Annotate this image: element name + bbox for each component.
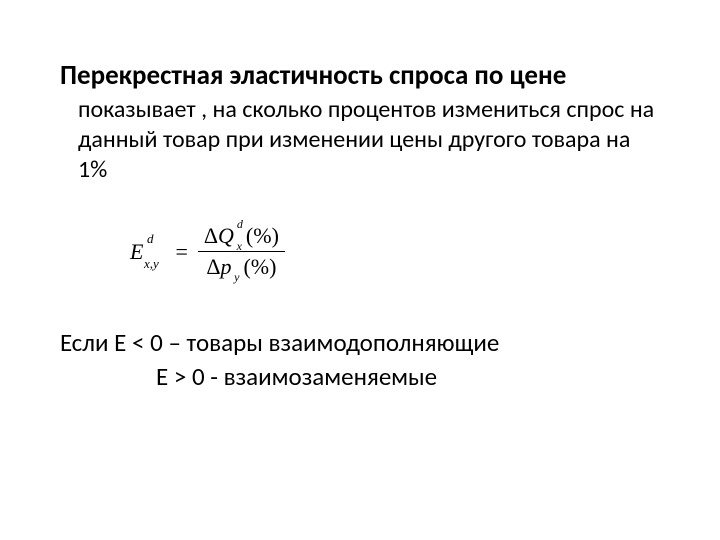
formula-denominator: Δpy (%) <box>200 252 282 282</box>
conclusion-line-1: Если E < 0 – товары взаимодополняющие <box>60 326 660 360</box>
formula-lhs: E d x,y <box>130 239 143 265</box>
formula-equals: = <box>175 239 187 265</box>
formula: E d x,y = ΔQdx(%) Δpy(%) <box>60 221 660 282</box>
slide-subtitle: показывает , на сколько процентов измени… <box>60 95 660 185</box>
formula-den-var: py <box>220 254 231 280</box>
conclusion-line-2: E > 0 - взаимозаменяемые <box>60 360 660 394</box>
formula-numerator: ΔQdx (%) <box>198 221 285 251</box>
conclusion: Если E < 0 – товары взаимодополняющие E … <box>60 326 660 394</box>
slide: Перекрестная эластичность спроса по цене… <box>0 0 720 540</box>
formula-lhs-sub: x,y <box>144 256 159 272</box>
var-p: p <box>220 254 231 279</box>
num-sub: x <box>237 239 242 254</box>
delta-symbol: Δ <box>206 254 220 279</box>
formula-fraction: ΔQdx(%) Δpy(%) <box>198 221 285 282</box>
var-q: Q <box>218 223 234 248</box>
num-sup: d <box>237 217 243 232</box>
delta-symbol: Δ <box>204 223 218 248</box>
den-sub: y <box>234 270 239 285</box>
pct-symbol: (%) <box>243 254 276 279</box>
pct-symbol: (%) <box>246 223 279 248</box>
slide-title: Перекрестная эластичность спроса по цене <box>60 60 660 91</box>
formula-num-var: Qdx <box>218 223 234 249</box>
formula-lhs-sup: d <box>147 231 154 247</box>
formula-lhs-base: E <box>130 239 143 264</box>
